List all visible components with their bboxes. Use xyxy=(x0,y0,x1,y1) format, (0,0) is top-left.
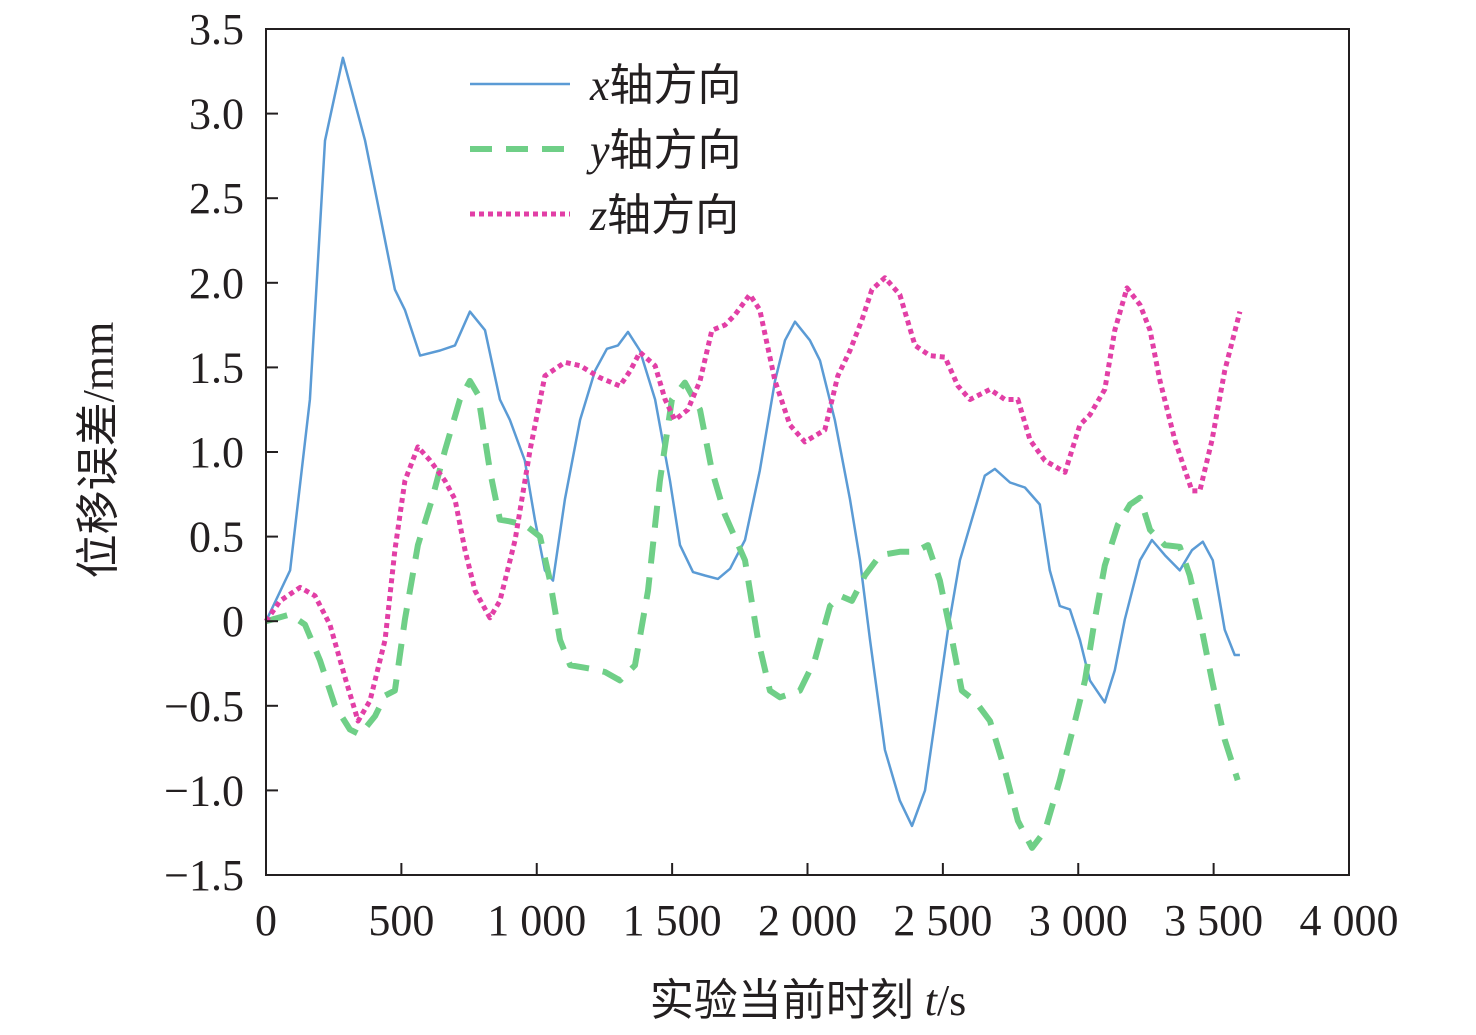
x-axis-label-unit: /s xyxy=(937,976,966,1025)
x-axis-label-var: t xyxy=(925,976,939,1025)
legend-var: z xyxy=(589,191,607,240)
legend-label-x: x轴方向 xyxy=(589,61,742,110)
x-tick-label: 3 500 xyxy=(1164,896,1263,945)
legend-label-y: y轴方向 xyxy=(586,126,742,175)
series-layer xyxy=(263,56,1243,851)
y-tick-label: −1.5 xyxy=(164,851,244,900)
x-tick-label: 4 000 xyxy=(1300,896,1399,945)
y-tick-label: −0.5 xyxy=(164,682,244,731)
legend-label-z: z轴方向 xyxy=(589,191,739,240)
y-tick-label: 1.5 xyxy=(189,343,244,392)
legend-suffix: 轴方向 xyxy=(610,61,742,110)
y-tick-label: 3.5 xyxy=(189,5,244,54)
series-line-z xyxy=(263,275,1243,724)
y-tick-label: 3.0 xyxy=(189,90,244,139)
x-tick-label: 0 xyxy=(255,896,277,945)
y-tick-label: −1.0 xyxy=(164,766,244,815)
x-tick-label: 1 000 xyxy=(487,896,586,945)
series-line-y xyxy=(265,377,1241,851)
y-tick-label: 2.5 xyxy=(189,174,244,223)
ticks-layer: 0 500 1 000 1 500 2 000 2 500 3 000 3 500 4 000 3… xyxy=(164,5,1398,945)
x-tick-label: 500 xyxy=(368,896,434,945)
plot-frame xyxy=(265,28,1350,876)
x-axis-label: 实验当前时刻 t/s xyxy=(650,976,967,1025)
y-tick-label: 0 xyxy=(222,597,244,646)
x-tick-label: 3 000 xyxy=(1029,896,1128,945)
legend-var: x xyxy=(589,61,610,110)
y-tick-label: 1.0 xyxy=(189,428,244,477)
legend-suffix: 轴方向 xyxy=(607,191,739,240)
x-tick-label: 1 500 xyxy=(623,896,722,945)
x-tick-label: 2 000 xyxy=(758,896,857,945)
x-axis-label-main: 实验当前时刻 xyxy=(650,976,925,1025)
legend-var: y xyxy=(586,126,610,175)
legend-suffix: 轴方向 xyxy=(610,126,742,175)
y-tick-label: 2.0 xyxy=(189,259,244,308)
x-tick-label: 2 500 xyxy=(893,896,992,945)
series-line-x xyxy=(264,56,1240,828)
y-axis-label: 位移误差/mm xyxy=(74,322,123,579)
y-tick-label: 0.5 xyxy=(189,513,244,562)
